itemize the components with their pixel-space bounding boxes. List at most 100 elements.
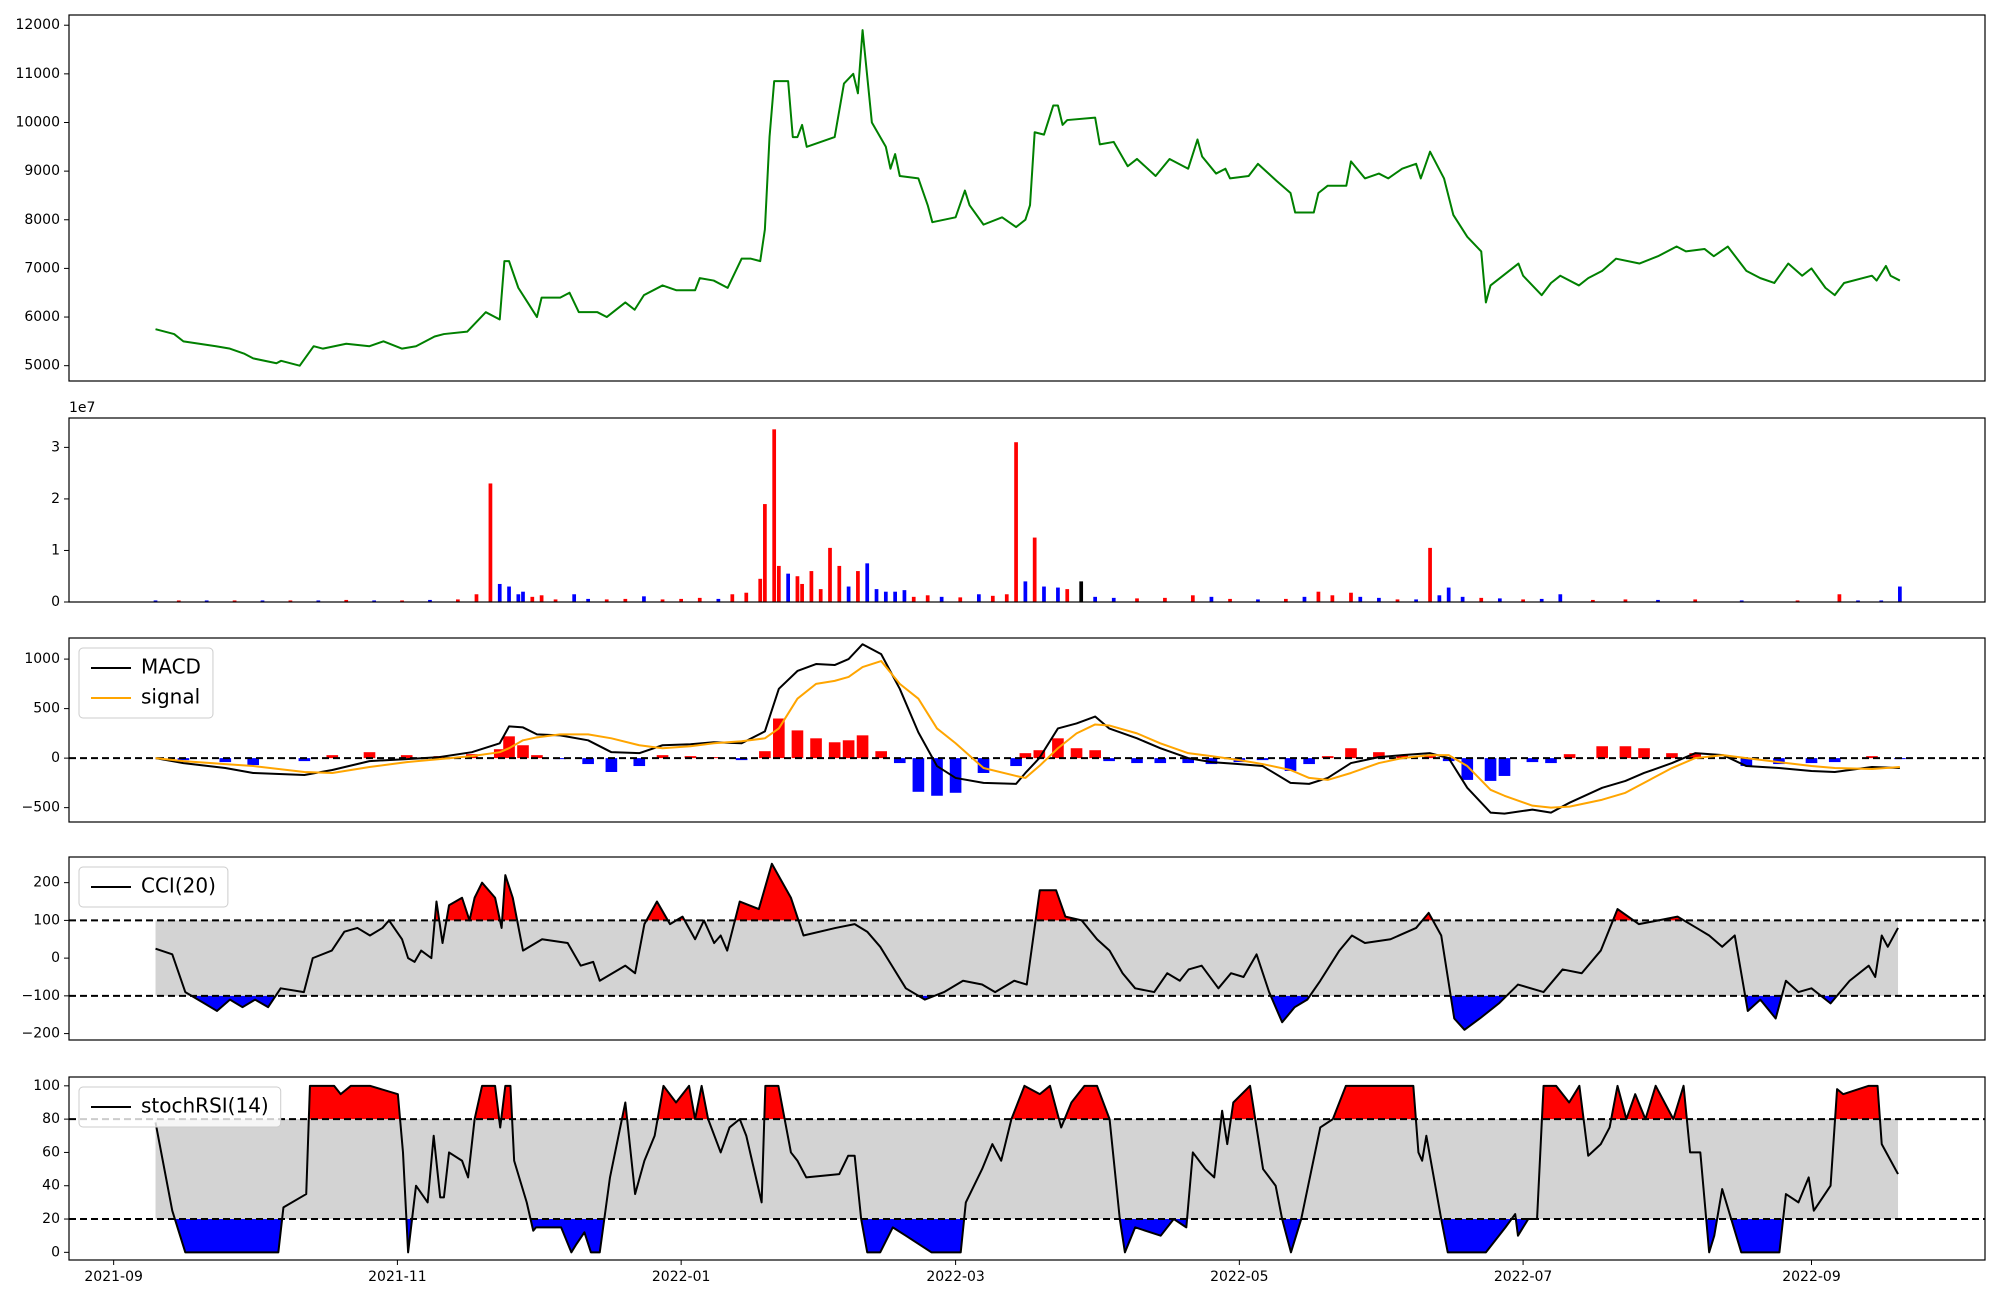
series-line [155,29,1901,367]
axes-frame [68,14,1986,382]
y-tick-label: 0 [51,750,60,766]
y-tick-label: 500 [33,701,60,717]
histogram-bar [1740,758,1753,767]
volume-bar [1209,596,1214,602]
volume-bar [1856,600,1860,602]
volume-bar [1558,594,1563,602]
volume-bar [958,597,963,602]
volume-bar [1111,597,1116,602]
x-tick-label: 2022-07 [1494,1269,1553,1285]
legend: CCI(20) [78,866,229,908]
histogram-bar [1545,758,1557,764]
histogram-bar [810,738,822,759]
histogram-bar [1070,748,1083,759]
histogram-bar [1284,758,1297,771]
volume-bar [776,565,781,602]
oversold-fill [155,1219,1899,1253]
volume-bar [883,591,888,602]
legend-box [78,1086,282,1128]
volume-bar [795,576,800,602]
volume-bar [176,600,181,602]
volume-bar [1330,595,1335,602]
volume-bar [1316,591,1321,602]
volume-bar [1065,589,1070,602]
y-tick-label: −500 [22,800,60,816]
histogram-bar [949,758,962,793]
volume-bar [1414,599,1418,602]
volume-bar [1497,598,1502,602]
x-tick-label: 2022-05 [1210,1269,1269,1285]
axes-frame [68,417,1986,603]
histogram-bar [1484,758,1497,781]
histogram-bar [298,758,311,762]
volume-bar [1446,587,1451,602]
y-tick-label: 5000 [24,358,60,374]
histogram-bar [582,758,594,765]
volume-bar [1623,599,1628,602]
volume-bar [1898,586,1902,602]
y-tick-label: 0 [51,950,60,966]
volume-bar [1023,581,1028,602]
volume-bar [1079,581,1084,602]
y-tick-label: 80 [42,1111,60,1127]
volume-bar [530,596,535,602]
y-tick-label: 11000 [15,66,60,82]
volume-bar [1739,600,1744,602]
volume-bar [800,583,804,602]
histogram-bar [1563,754,1576,759]
volume-bar [939,596,944,602]
volume-bar [1042,586,1046,602]
histogram-bar [1619,746,1632,759]
overbought-fill [155,1085,1899,1120]
volume-bar [316,600,321,602]
histogram-bar [1131,758,1143,764]
histogram-bar [1526,758,1539,763]
histogram-bar [856,735,869,759]
histogram-bar [633,758,646,767]
histogram-bar [773,718,785,759]
y-tick-label: 100 [33,1078,60,1094]
legend-box [78,647,214,719]
y-tick-label: 9000 [24,163,60,179]
volume-bar [572,594,577,602]
histogram-bar [363,752,376,759]
histogram-bar [1345,748,1357,759]
histogram-bar [1033,750,1046,759]
volume-bar [911,596,916,602]
histogram-bar [1689,753,1702,759]
volume-bar [1428,547,1432,602]
y-tick-label: 0 [51,594,60,610]
volume-bar [456,599,460,602]
series-line [155,643,1900,815]
axes-frame [68,1076,1986,1261]
volume-bar [474,594,479,602]
histogram-bar [656,755,669,759]
y-tick-label: −200 [22,1026,60,1042]
histogram-bar [531,755,543,759]
histogram-bar [1373,752,1385,759]
histogram-bar [1396,755,1408,759]
volume-bar [344,599,349,602]
histogram-bar [791,730,804,759]
volume-bar [846,586,851,602]
histogram-bar [1805,758,1818,764]
histogram-bar [1182,758,1194,764]
histogram-bar [875,751,887,759]
volume-bar [925,595,930,602]
histogram-bar [1461,758,1474,780]
volume-bar [837,565,842,602]
y-tick-label: 1000 [24,651,60,667]
legend-label: CCI(20) [141,874,216,898]
histogram-bar [517,745,529,759]
volume-bar [521,591,525,602]
volume-bar [1693,599,1698,602]
volume-bar [818,589,823,602]
y-tick-label: 100 [33,912,60,928]
volume-bar [1521,599,1525,602]
volume-bar [372,600,377,602]
y-tick-label: 200 [33,875,60,891]
volume-bar [1460,596,1465,602]
volume-bar [874,589,879,602]
volume-bar [976,594,981,602]
volume-bar [1032,537,1037,602]
